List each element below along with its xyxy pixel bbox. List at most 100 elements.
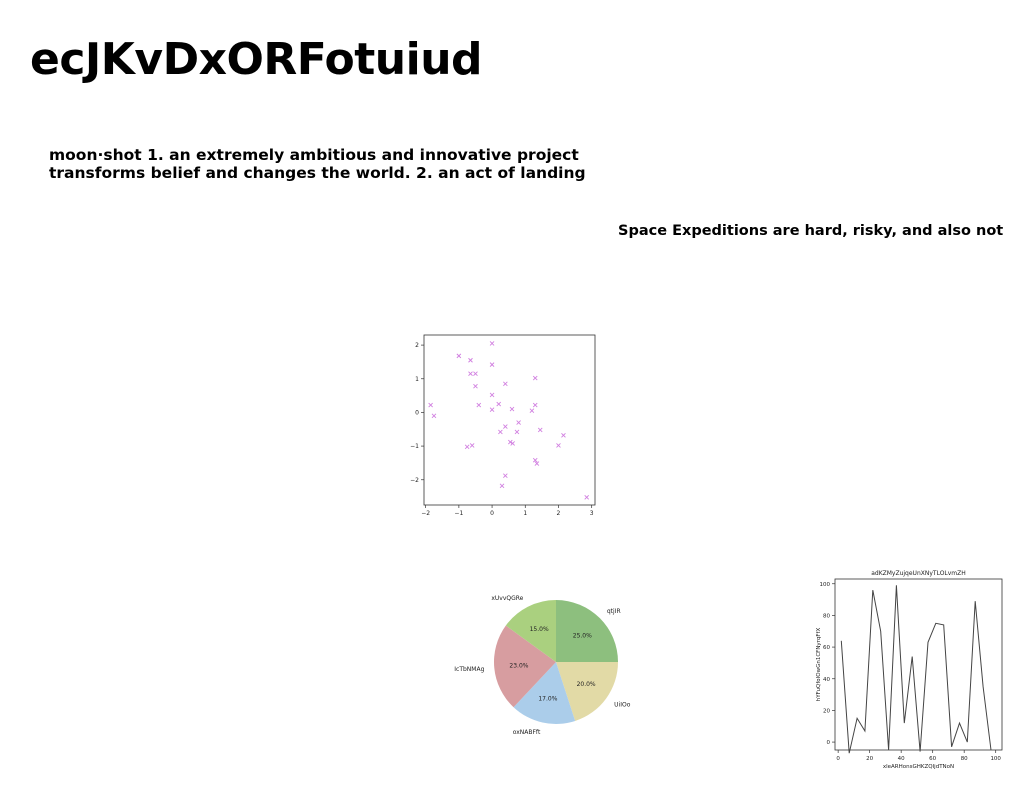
scatter-point-stroke [498,429,503,435]
line-y-tick-label: 100 [820,582,831,588]
scatter-point-stroke [556,443,561,448]
scatter-point [476,402,482,408]
line-x-tick-label: 0 [836,756,840,762]
scatter-x-tick-label: −1 [454,510,463,517]
scatter-point [489,407,495,413]
scatter-point-stroke [503,381,508,387]
scatter-point [532,375,538,381]
scatter-y-tick-label: 2 [415,342,419,349]
definition-line-2: transforms belief and changes the world.… [49,164,586,182]
scatter-point-stroke [476,402,482,408]
scatter-point-stroke [468,357,473,363]
scatter-point [537,427,543,433]
scatter-point-stroke [489,407,495,413]
scatter-point [473,371,478,377]
scatter-point [534,461,540,466]
scatter-point-stroke [468,371,473,377]
scatter-point-stroke [456,353,462,359]
line-x-tick-label: 80 [961,756,968,762]
scatter-point-stroke [584,494,590,500]
scatter-point [509,406,515,412]
scatter-point [464,444,470,450]
line-y-axis-label: hYFuQfoIOwGn1CFNyrqFfX [816,628,822,702]
pie-slice-percent: 23.0% [509,663,528,670]
scatter-chart: −2 −1 0 1 2 3 −2 −1 0 1 2 [410,334,596,517]
line-chart-title: adKZMyZujqeUnXNyTLOLvmZH [871,570,966,577]
scatter-point-stroke [532,402,538,408]
scatter-point-stroke [499,483,505,489]
line-x-tick-label: 100 [990,756,1001,762]
pie-slice [494,625,556,708]
scatter-point [532,457,538,463]
line-chart: adKZMyZujqeUnXNyTLOLvmZH 0 20 40 60 80 100 0 20 4… [816,570,1003,770]
scatter-point-stroke [529,408,535,414]
scatter-point-stroke [489,392,495,398]
scatter-point [516,420,521,425]
page-title: ecJKvDxORFotuiud [30,34,483,85]
scatter-point [489,341,495,346]
line-series [840,585,992,754]
line-x-tick-label: 60 [929,756,936,762]
scatter-point [431,413,437,419]
scatter-point [489,392,495,398]
line-y-tick-label: 60 [823,645,830,651]
definition-line-1: moon·shot 1. an extremely ambitious and … [49,146,579,164]
scatter-point-stroke [537,427,543,433]
pie-slice-percent: 17.0% [538,695,557,702]
line-x-tick-label: 40 [898,756,905,762]
scatter-point [473,383,478,389]
pie-slice-label: xUvvQGRe [491,595,523,602]
scatter-point [468,357,473,363]
scatter-point-stroke [509,406,515,412]
scatter-point [468,371,473,377]
scatter-x-tick-label: 2 [557,510,561,517]
scatter-point-stroke [503,473,508,479]
scatter-point [514,429,520,435]
tagline: Space Expeditions are hard, risky, and a… [618,223,1004,239]
scatter-point [469,443,475,448]
scatter-point [499,483,505,489]
scatter-point [584,494,590,500]
pie-slice-percent: 20.0% [577,681,596,688]
scatter-point [556,443,561,448]
scatter-point-stroke [469,443,475,448]
scatter-point-stroke [514,429,520,435]
scatter-x-tick-label: 0 [490,510,494,517]
scatter-y-tick-label: 0 [415,409,419,416]
scatter-point-stroke [516,420,521,425]
pie-slice [556,600,618,662]
scatter-point [503,424,508,429]
scatter-point-stroke [489,362,495,367]
line-y-tick-label: 20 [823,708,830,714]
scatter-point-stroke [431,413,437,419]
scatter-point [456,353,462,359]
scatter-point [503,381,508,387]
pie-chart: 25.0% qtjIR 20.0% UiIOo 17.0% oxNABFft 23.0% Ic… [454,595,630,736]
scatter-point-stroke [532,457,538,463]
pie-slice-percent: 15.0% [530,626,549,633]
scatter-point [503,473,508,479]
scatter-point [508,439,513,445]
scatter-point [428,402,433,408]
line-x-tick-label: 20 [866,756,873,762]
scatter-point-stroke [428,402,433,408]
scatter-point [489,362,495,367]
scatter-x-tick-label: 3 [590,510,594,517]
pie-slice-label: qtjIR [607,608,621,615]
scatter-y-tick-label: 1 [415,376,419,383]
scatter-point-stroke [503,424,508,429]
pie-slice [513,662,576,724]
scatter-point [529,408,535,414]
scatter-point-stroke [473,383,478,389]
scatter-point [561,432,566,438]
scatter-point-stroke [510,441,515,446]
line-axes-frame [834,578,1003,751]
scatter-point-stroke [489,341,495,346]
scatter-point-stroke [508,439,513,445]
scatter-y-tick-label: −2 [410,477,419,484]
definition-text: moon·shot 1. an extremely ambitious and … [49,146,609,182]
pie-slice-percent: 25.0% [573,633,592,640]
line-x-axis-label: xleARHonsGHKZQIjdTNoN [883,764,954,770]
scatter-point [532,402,538,408]
pie-slice-label: IcTbNMAg [454,666,484,673]
